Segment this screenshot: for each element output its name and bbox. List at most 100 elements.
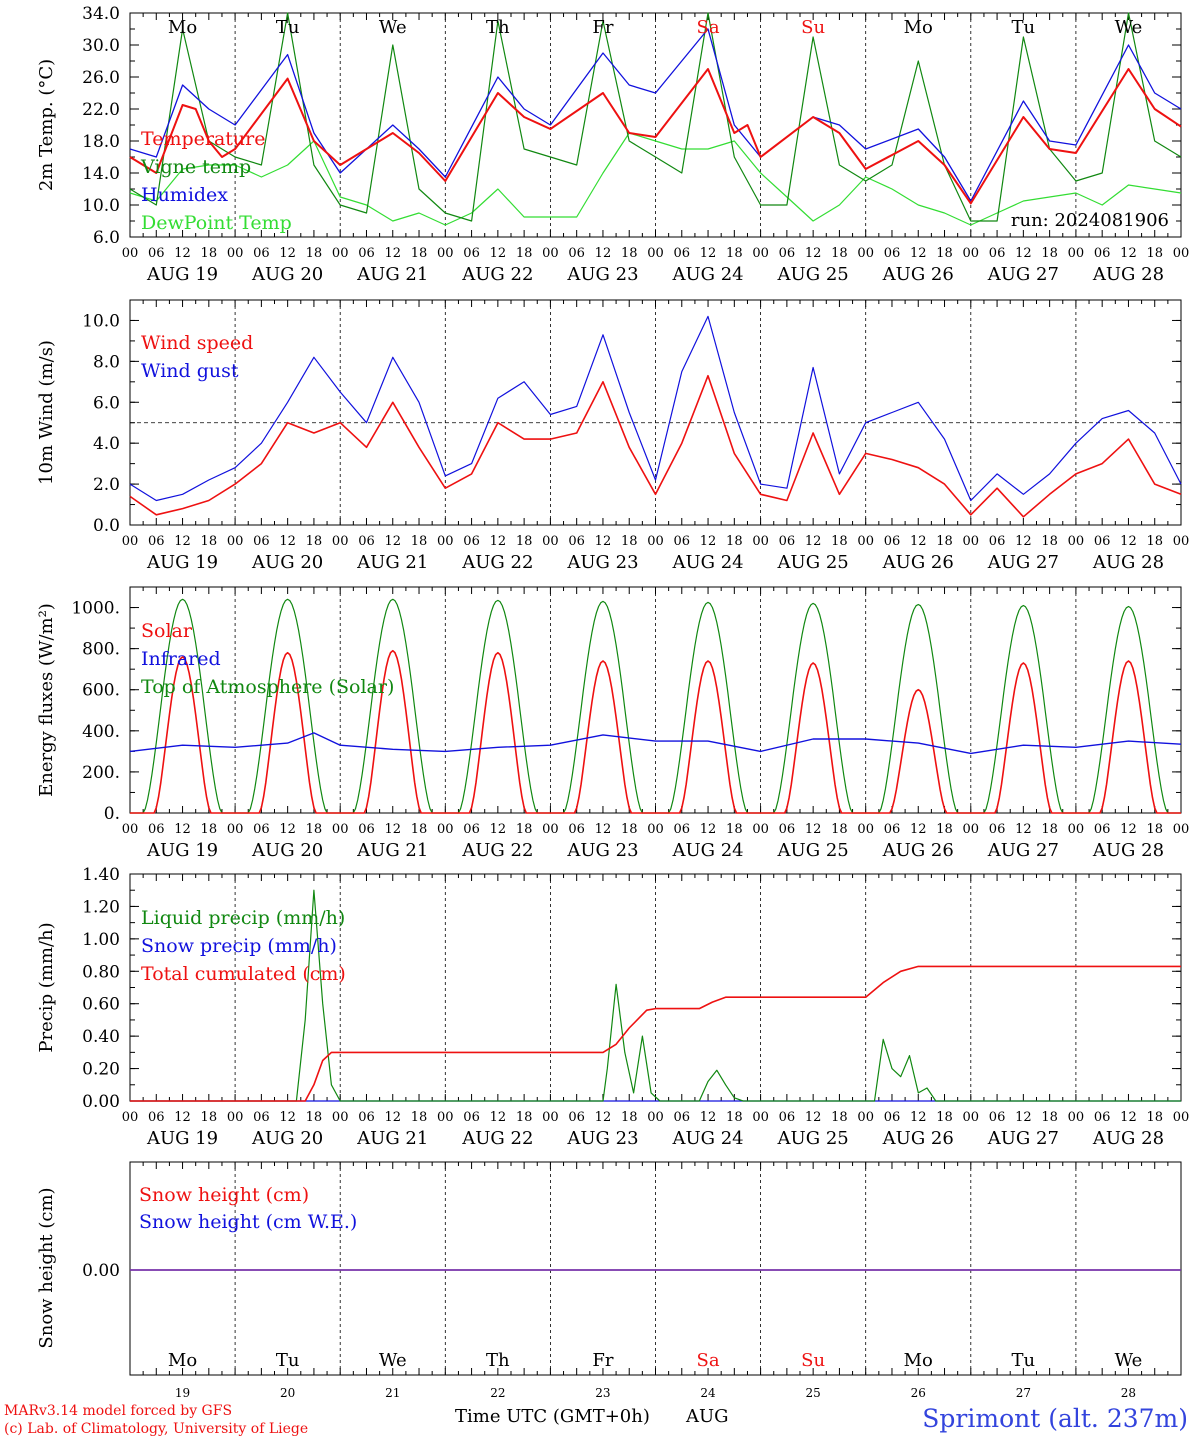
weekday-label: Mo — [904, 17, 933, 38]
hour-tick-label: 18 — [726, 534, 743, 549]
hour-tick-label: 12 — [1015, 822, 1032, 837]
day-label: AUG 28 — [1092, 552, 1164, 573]
hour-tick-label: 06 — [463, 246, 480, 261]
hour-tick-label: 00 — [542, 822, 559, 837]
day-label: AUG 28 — [1092, 1128, 1164, 1149]
hour-tick-label: 00 — [1068, 246, 1085, 261]
day-label: AUG 21 — [356, 264, 428, 285]
hour-tick-label: 00 — [122, 822, 139, 837]
legend-entry: Vigne temp — [140, 156, 251, 178]
hour-tick-label: 00 — [332, 822, 349, 837]
hour-tick-label: 00 — [332, 1110, 349, 1125]
y-axis-title: Precip (mm/h) — [36, 922, 57, 1052]
hour-tick-label: 12 — [279, 822, 296, 837]
day-label: AUG 21 — [356, 552, 428, 573]
hour-tick-label: 12 — [595, 534, 612, 549]
y-tick-label: 10.0 — [82, 196, 120, 216]
legend-entry: Snow precip (mm/h) — [141, 935, 337, 957]
hour-tick-label: 12 — [384, 1110, 401, 1125]
y-tick-label: 0.20 — [82, 1060, 120, 1080]
weekday-label: Mo — [168, 17, 197, 38]
hour-tick-label: 18 — [411, 1110, 428, 1125]
hour-tick-label: 12 — [805, 822, 822, 837]
hour-tick-label: 00 — [227, 246, 244, 261]
hour-tick-label: 12 — [174, 246, 191, 261]
day-number-label: 25 — [806, 1386, 821, 1400]
day-label: AUG 20 — [251, 552, 323, 573]
hour-tick-label: 18 — [201, 1110, 218, 1125]
hour-tick-label: 18 — [936, 534, 953, 549]
day-label: AUG 23 — [566, 1128, 638, 1149]
weekday-label: Su — [801, 1350, 825, 1371]
hour-tick-label: 12 — [805, 246, 822, 261]
hour-tick-label: 06 — [253, 246, 270, 261]
day-label: AUG 21 — [356, 1128, 428, 1149]
hour-tick-label: 06 — [674, 534, 691, 549]
series-dewpoint-line — [129, 132, 1182, 226]
series-wind-gust-line — [129, 315, 1182, 502]
weekday-label: We — [379, 17, 407, 38]
hour-tick-label: 00 — [437, 246, 454, 261]
hour-tick-label: 18 — [1041, 1110, 1058, 1125]
hour-tick-label: 00 — [1068, 822, 1085, 837]
hour-tick-label: 00 — [122, 246, 139, 261]
hour-tick-label: 12 — [1015, 1110, 1032, 1125]
day-label: AUG 27 — [987, 264, 1059, 285]
day-label: AUG 26 — [882, 1128, 954, 1149]
hour-tick-label: 12 — [384, 246, 401, 261]
hour-tick-label: 00 — [437, 534, 454, 549]
day-number-label: 28 — [1121, 1386, 1136, 1400]
hour-tick-label: 06 — [568, 822, 585, 837]
hour-tick-label: 06 — [463, 822, 480, 837]
legend-entry: DewPoint Temp — [141, 212, 292, 234]
hour-tick-label: 18 — [1041, 246, 1058, 261]
day-label: AUG 23 — [566, 552, 638, 573]
hour-tick-label: 12 — [279, 1110, 296, 1125]
series-solar-line — [130, 649, 1181, 814]
hour-tick-label: 00 — [227, 534, 244, 549]
hour-tick-label: 00 — [647, 822, 664, 837]
hour-tick-label: 06 — [779, 534, 796, 549]
hour-tick-label: 00 — [752, 534, 769, 549]
hour-tick-label: 06 — [1094, 246, 1111, 261]
y-tick-label: 6.0 — [93, 393, 120, 413]
y-tick-label: 0.00 — [82, 1261, 120, 1281]
hour-tick-label: 06 — [779, 1110, 796, 1125]
hour-tick-label: 06 — [358, 822, 375, 837]
y-tick-label: 0.00 — [82, 1092, 120, 1112]
day-label: AUG 25 — [777, 840, 849, 861]
series-infrared-line — [129, 732, 1182, 755]
hour-tick-label: 06 — [1094, 1110, 1111, 1125]
hour-tick-label: 18 — [1146, 246, 1163, 261]
y-tick-label: 200. — [82, 763, 120, 783]
hour-tick-label: 18 — [726, 822, 743, 837]
day-label: AUG 19 — [146, 1128, 218, 1149]
hour-tick-label: 06 — [463, 534, 480, 549]
run-label: run: 2024081906 — [1011, 210, 1169, 231]
day-label: AUG 24 — [671, 1128, 743, 1149]
weekday-label: Mo — [904, 1350, 933, 1371]
weekday-label: Tu — [1012, 1350, 1036, 1371]
hour-tick-label: 18 — [201, 246, 218, 261]
day-label: AUG 28 — [1092, 840, 1164, 861]
hour-tick-label: 12 — [384, 534, 401, 549]
y-tick-label: 4.0 — [93, 434, 120, 454]
weekday-label: Su — [801, 17, 825, 38]
weekday-label: We — [379, 1350, 407, 1371]
weekday-label: We — [1115, 17, 1143, 38]
hour-tick-label: 06 — [989, 246, 1006, 261]
y-tick-label: 1.20 — [82, 897, 120, 917]
y-tick-label: 26.0 — [82, 68, 120, 88]
hour-tick-label: 00 — [963, 822, 980, 837]
legend-entry: Snow height (cm W.E.) — [139, 1211, 357, 1233]
hour-tick-label: 06 — [884, 822, 901, 837]
y-tick-label: 18.0 — [82, 132, 120, 152]
hour-tick-label: 06 — [568, 246, 585, 261]
hour-tick-label: 00 — [542, 534, 559, 549]
day-label: AUG 19 — [146, 552, 218, 573]
hour-tick-label: 18 — [936, 1110, 953, 1125]
hour-tick-label: 18 — [306, 822, 323, 837]
hour-tick-label: 12 — [1015, 246, 1032, 261]
hour-tick-label: 18 — [411, 534, 428, 549]
